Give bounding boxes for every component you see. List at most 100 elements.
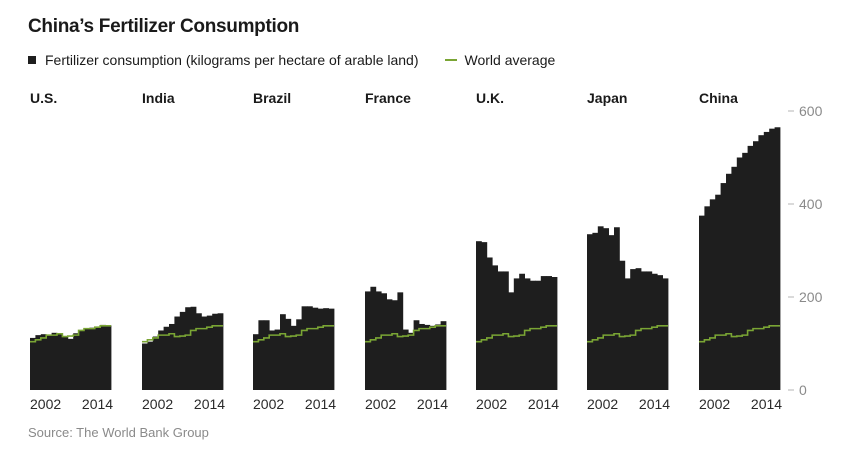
- source-note: Source: The World Bank Group: [28, 425, 209, 440]
- bar: [35, 335, 42, 390]
- bar: [731, 166, 738, 390]
- panel-uk: U.K. 2002 2014: [476, 90, 559, 412]
- x-tick-label: 2002: [30, 396, 61, 412]
- bar: [258, 320, 265, 390]
- bar: [651, 273, 658, 390]
- world-average-line: [142, 325, 223, 343]
- bar: [100, 324, 106, 390]
- bar: [57, 333, 63, 390]
- bar: [253, 334, 259, 390]
- bar: [142, 343, 148, 390]
- legend-swatch-world-average: [444, 59, 457, 61]
- legend-item-world-average: World average: [444, 52, 556, 68]
- x-tick-label: 2014: [528, 396, 559, 412]
- bar: [174, 316, 181, 390]
- panel-label: China: [699, 90, 738, 106]
- bar: [317, 308, 324, 391]
- bar: [301, 306, 308, 390]
- bar: [508, 292, 515, 390]
- world-average-line: [476, 325, 557, 343]
- panel-label: U.K.: [476, 90, 504, 106]
- legend-label-world-average: World average: [464, 52, 556, 68]
- panel-japan: Japan 2002 2014: [587, 90, 670, 412]
- bar: [217, 313, 224, 390]
- bar: [269, 330, 275, 390]
- chart-title: China’s Fertilizer Consumption: [28, 16, 300, 37]
- legend-swatch-fertilizer: [28, 56, 36, 64]
- x-tick-label: 2014: [417, 396, 448, 412]
- bar: [608, 235, 615, 390]
- y-tick-label: 400: [799, 196, 823, 212]
- bar: [597, 226, 604, 390]
- bar: [742, 152, 748, 390]
- bar: [147, 341, 154, 390]
- bar: [630, 269, 636, 390]
- bar: [587, 234, 593, 390]
- bar: [747, 145, 754, 391]
- bar: [753, 141, 759, 390]
- bar: [435, 324, 441, 390]
- panel-label: India: [142, 90, 175, 106]
- bar: [419, 323, 425, 390]
- x-tick-label: 2014: [194, 396, 225, 412]
- bar: [328, 308, 335, 391]
- bar: [323, 308, 329, 390]
- panel-india: India 2002 2014: [142, 90, 225, 412]
- bar: [190, 306, 197, 390]
- x-tick-label: 2002: [365, 396, 396, 412]
- bar: [546, 276, 552, 390]
- bar: [540, 276, 547, 390]
- x-tick-label: 2014: [751, 396, 782, 412]
- bar: [51, 332, 58, 390]
- x-tick-label: 2014: [82, 396, 113, 412]
- bar: [408, 332, 414, 390]
- panel-brazil: Brazil 2002 2014: [253, 90, 336, 412]
- y-tick-label: 200: [799, 289, 823, 305]
- bar: [290, 325, 297, 390]
- panel-france: France 2002 2014: [365, 90, 448, 412]
- y-tick-label: 600: [799, 103, 823, 119]
- bar: [646, 271, 653, 390]
- bar: [709, 199, 716, 390]
- bar: [280, 314, 286, 390]
- bar: [206, 315, 213, 390]
- bar: [263, 320, 270, 390]
- bar: [492, 265, 498, 390]
- bar: [592, 232, 599, 390]
- bar: [402, 329, 409, 390]
- bar: [503, 271, 509, 390]
- bar: [715, 194, 721, 390]
- bar: [657, 275, 663, 390]
- bar: [624, 278, 631, 390]
- panel-label: Brazil: [253, 90, 291, 106]
- x-tick-label: 2002: [476, 396, 507, 412]
- legend: Fertilizer consumption (kilograms per he…: [28, 50, 581, 70]
- legend-label-fertilizer: Fertilizer consumption (kilograms per he…: [45, 52, 419, 68]
- bar: [365, 291, 371, 390]
- bar: [641, 271, 647, 390]
- bar: [486, 257, 493, 390]
- bar: [274, 329, 281, 390]
- bar: [519, 273, 525, 390]
- bar: [758, 135, 765, 390]
- bar: [370, 286, 377, 390]
- bar: [152, 336, 159, 390]
- bar: [163, 326, 170, 390]
- panel-us: U.S. 2002 2014: [30, 90, 113, 412]
- bar: [726, 173, 732, 390]
- bar: [699, 215, 705, 391]
- world-average-line: [365, 325, 446, 343]
- bar: [78, 330, 85, 390]
- bar: [440, 321, 447, 390]
- x-tick-label: 2014: [305, 396, 336, 412]
- bar: [603, 228, 609, 390]
- bar: [413, 320, 420, 390]
- bar: [185, 307, 191, 390]
- world-average-line: [30, 325, 111, 343]
- bar: [62, 336, 69, 390]
- x-tick-label: 2002: [699, 396, 730, 412]
- bar: [30, 337, 36, 390]
- bar: [312, 307, 319, 390]
- world-average-line: [587, 325, 668, 343]
